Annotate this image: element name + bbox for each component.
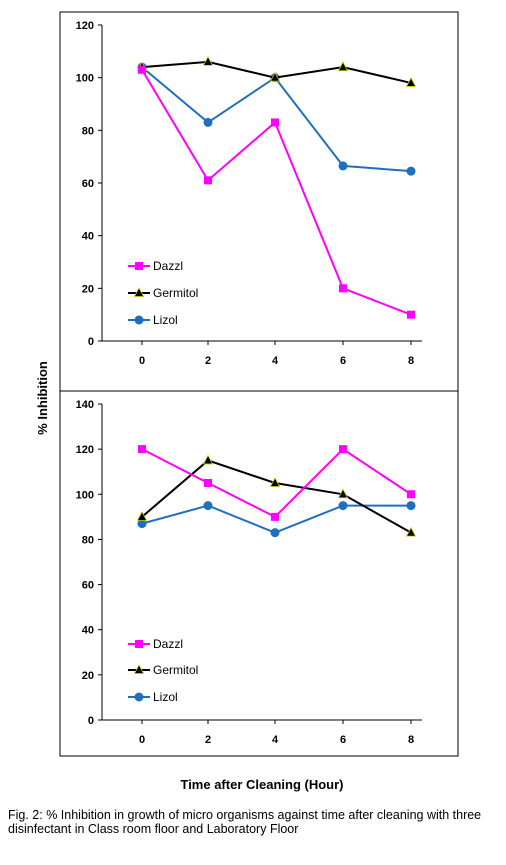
y-tick-label: 100 — [76, 73, 94, 85]
legend-marker-lizol — [134, 692, 144, 702]
y-tick-label: 120 — [76, 444, 94, 456]
legend-label-dazzl: Dazzl — [153, 259, 183, 273]
data-point-germitol — [136, 511, 148, 521]
chart-panel-bottom: 0 20 40 60 80 100 120 140 0 2 4 6 8 Dazzl Germitol Lizo… — [76, 399, 422, 746]
data-point-germitol — [337, 61, 349, 72]
data-point-dazzl — [271, 512, 279, 521]
legend-label-germitol: Germitol — [153, 663, 198, 677]
y-tick-label: 0 — [88, 715, 94, 727]
x-tick-label: 6 — [340, 734, 346, 746]
y-tick-label: 80 — [82, 534, 94, 546]
x-tick-label: 2 — [205, 355, 211, 367]
data-point-lizol — [406, 166, 416, 176]
legend-label-germitol: Germitol — [153, 286, 198, 300]
x-tick-label: 2 — [205, 734, 211, 746]
x-tick-label: 0 — [139, 355, 145, 367]
data-point-germitol — [269, 477, 281, 487]
x-tick-label: 4 — [272, 734, 279, 746]
legend-marker-lizol — [134, 315, 144, 325]
y-tick-label: 140 — [76, 399, 94, 411]
legend-label-lizol: Lizol — [153, 690, 178, 704]
data-point-dazzl — [271, 118, 279, 127]
legend-label-lizol: Lizol — [153, 313, 178, 327]
legend-marker-dazzl — [135, 262, 143, 270]
x-axis-title: Time after Cleaning (Hour) — [180, 777, 343, 792]
data-point-germitol — [405, 526, 417, 537]
y-tick-label: 40 — [82, 231, 94, 243]
data-point-lizol — [270, 528, 280, 538]
y-tick-label: 0 — [88, 336, 94, 348]
data-point-dazzl — [407, 490, 415, 499]
figure-caption: Fig. 2: % Inhibition in growth of micro … — [8, 808, 482, 836]
data-point-dazzl — [138, 445, 146, 454]
x-tick-label: 8 — [408, 355, 414, 367]
x-tick-label: 6 — [340, 355, 346, 367]
data-point-germitol — [202, 56, 214, 66]
x-tick-label: 0 — [139, 734, 145, 746]
y-tick-label: 120 — [76, 20, 94, 32]
series-line-dazzl — [141, 69, 412, 316]
chart-panel-top: 0 20 40 60 80 100 120 0 2 4 6 8 Dazzl Germitol Lizol — [76, 20, 422, 367]
data-point-dazzl — [339, 284, 347, 293]
legend-label-dazzl: Dazzl — [153, 637, 183, 651]
legend-marker-germitol — [133, 287, 145, 297]
data-point-lizol — [338, 501, 348, 511]
data-point-germitol — [269, 71, 281, 82]
data-point-dazzl — [407, 310, 415, 319]
data-point-lizol — [406, 501, 416, 511]
data-point-dazzl — [138, 65, 146, 74]
data-point-lizol — [137, 519, 147, 529]
y-tick-label: 20 — [82, 283, 94, 295]
data-point-dazzl — [339, 445, 347, 454]
series-line-germitol — [141, 459, 412, 534]
data-point-germitol — [202, 454, 214, 465]
y-tick-label: 100 — [76, 489, 94, 501]
data-point-dazzl — [204, 479, 212, 487]
y-tick-label: 60 — [82, 580, 94, 592]
x-tick-label: 8 — [408, 734, 414, 746]
legend-marker-germitol — [133, 664, 145, 674]
y-tick-label: 80 — [82, 125, 94, 137]
x-tick-label: 4 — [272, 355, 279, 367]
data-point-lizol — [338, 161, 348, 171]
figure-frame — [59, 11, 459, 757]
legend-marker-dazzl — [135, 640, 143, 648]
data-point-dazzl — [204, 176, 212, 185]
data-point-germitol — [337, 488, 349, 499]
y-axis-title: % Inhibition — [35, 361, 50, 435]
data-point-lizol — [203, 501, 213, 511]
y-tick-label: 20 — [82, 670, 94, 682]
data-point-lizol — [203, 117, 213, 127]
y-tick-label: 40 — [82, 625, 94, 637]
y-tick-label: 60 — [82, 178, 94, 190]
data-point-germitol — [405, 77, 417, 87]
